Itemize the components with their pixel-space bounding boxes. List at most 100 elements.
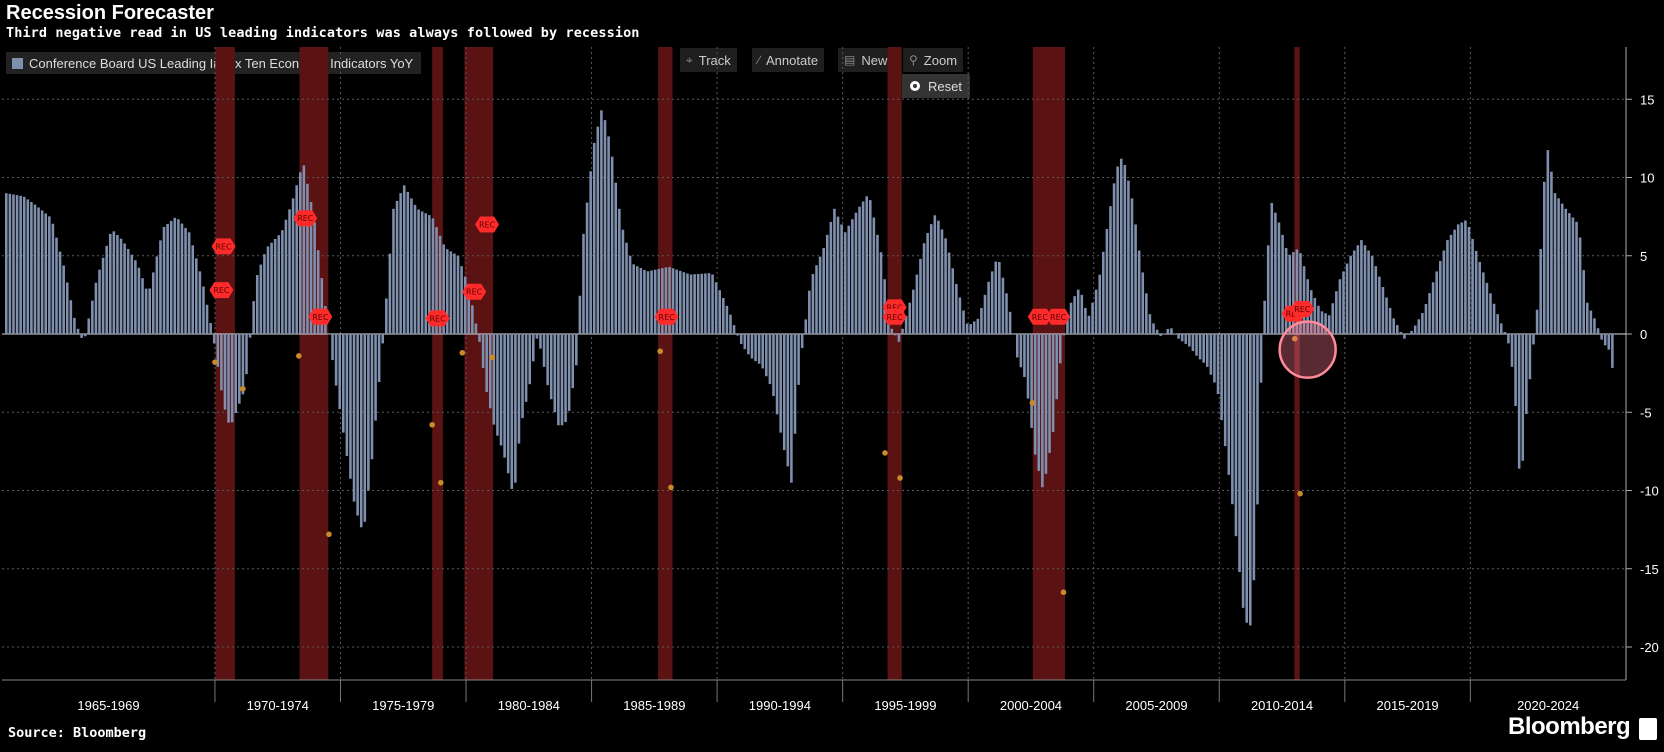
data-bar: [1395, 325, 1399, 334]
data-bar: [1098, 274, 1102, 334]
data-bar: [298, 172, 302, 334]
data-bar: [1611, 334, 1614, 368]
data-bar: [1392, 318, 1395, 334]
data-bar: [1496, 314, 1499, 334]
rec-marker-label: REC: [312, 313, 329, 322]
data-bar: [209, 323, 212, 334]
data-bar: [137, 267, 141, 334]
data-bar: [912, 289, 915, 334]
zoom-button[interactable]: ⚲ Zoom: [903, 48, 964, 72]
annotate-button[interactable]: ∕ Annotate: [752, 48, 825, 72]
data-bar: [1188, 334, 1191, 347]
data-bar: [951, 268, 955, 334]
data-bar: [671, 268, 675, 334]
data-bar: [757, 334, 761, 364]
data-bar: [220, 334, 223, 391]
data-bar: [775, 334, 779, 415]
data-bar: [1582, 270, 1585, 334]
data-bar: [858, 206, 861, 334]
data-bar: [1514, 334, 1517, 406]
event-dot: [212, 359, 218, 365]
data-bar: [947, 252, 951, 334]
data-bar: [295, 185, 298, 334]
data-bar: [1137, 250, 1141, 334]
data-bar: [377, 334, 381, 382]
data-bar: [481, 334, 485, 368]
rec-marker: [1027, 308, 1052, 325]
data-bar: [1596, 328, 1600, 334]
data-bar: [101, 257, 105, 334]
data-bar: [955, 283, 958, 334]
data-bar: [696, 273, 700, 334]
data-bar: [1539, 248, 1542, 334]
data-bar: [621, 229, 625, 334]
data-bar: [614, 182, 618, 334]
data-bar: [722, 298, 725, 334]
data-bar: [1424, 304, 1428, 334]
rec-marker: [425, 310, 450, 327]
data-bar: [998, 262, 1001, 334]
data-bar: [1399, 331, 1403, 334]
data-bar: [868, 200, 872, 334]
data-bar: [1205, 334, 1209, 367]
rec-marker: [654, 308, 679, 325]
data-bar: [309, 202, 313, 334]
event-dot: [429, 421, 435, 428]
data-bar: [259, 264, 263, 334]
data-bar: [1421, 313, 1424, 334]
reset-icon: [910, 81, 920, 91]
data-bar: [800, 334, 804, 349]
data-bar: [442, 244, 445, 334]
data-bar: [714, 282, 718, 334]
data-bar: [62, 265, 65, 334]
x-tick-label: 1990-1994: [749, 698, 811, 713]
data-bar: [1478, 262, 1482, 334]
data-bar: [108, 233, 112, 334]
data-bar: [187, 232, 191, 334]
data-bar: [1546, 150, 1550, 334]
data-bar: [1105, 229, 1109, 334]
rec-marker: [209, 282, 234, 299]
rec-marker: [462, 283, 487, 300]
data-bar: [596, 126, 600, 334]
data-bar: [1259, 334, 1263, 383]
track-button[interactable]: ⌖ Track: [680, 48, 737, 72]
data-bar: [944, 238, 947, 334]
data-bar: [370, 334, 374, 460]
data-bar: [653, 269, 657, 334]
data-bar: [919, 258, 922, 334]
data-bar: [1015, 334, 1019, 358]
data-bar: [503, 334, 506, 458]
data-bar: [1037, 334, 1041, 471]
x-tick-label: 2010-2014: [1251, 698, 1313, 713]
data-bar: [288, 209, 291, 334]
data-bar: [1270, 202, 1274, 334]
data-bar: [195, 258, 198, 334]
data-bar: [1607, 334, 1611, 350]
data-bar: [216, 334, 220, 367]
data-bar: [1431, 282, 1435, 334]
data-bar: [872, 217, 876, 334]
data-bar: [1374, 266, 1378, 334]
data-bar: [1313, 298, 1317, 334]
data-bar: [1449, 234, 1453, 334]
rec-marker-label: REC: [659, 313, 676, 322]
data-bar: [26, 199, 30, 334]
data-bar: [83, 334, 87, 337]
data-bar: [1019, 334, 1023, 368]
reset-button[interactable]: Reset: [902, 74, 970, 98]
data-bar: [1069, 302, 1073, 334]
data-bar: [316, 250, 320, 334]
data-bar: [1553, 193, 1557, 334]
event-dot: [326, 531, 332, 538]
event-dot: [1029, 400, 1036, 406]
data-bar: [349, 334, 352, 479]
data-bar: [410, 198, 413, 334]
data-bar: [1055, 334, 1058, 400]
data-bar: [528, 334, 532, 385]
data-bar: [1170, 328, 1173, 334]
data-bar: [445, 249, 449, 334]
data-bar: [1482, 272, 1485, 334]
data-bar: [585, 202, 589, 334]
